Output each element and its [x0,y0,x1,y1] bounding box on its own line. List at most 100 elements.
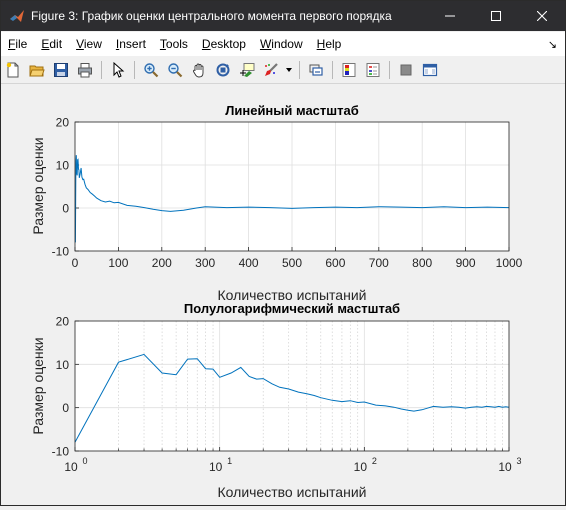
menu-edit[interactable]: Edit [41,37,63,51]
toolbar-separator [134,61,135,79]
menu-desktop[interactable]: Desktop [201,37,246,51]
data-series-line [74,155,510,243]
link-plot-button[interactable] [305,59,327,81]
maximize-button[interactable] [473,1,519,31]
x-tick-label: 10 [64,460,78,474]
pan-button[interactable] [188,59,210,81]
axes-semilog[interactable]: 10 0 10 1 10 2 10 3 -10 0 10 20 Полулогарифмически… [30,301,522,500]
edit-plot-button[interactable] [107,59,129,81]
x-tick-label: 100 [108,256,128,270]
x-tick-label: 700 [369,256,389,270]
hide-plot-tools-button[interactable] [395,59,417,81]
y-tick-label: 0 [62,401,69,415]
toolbar-separator [332,61,333,79]
insert-legend-icon [366,63,380,77]
x-tick-exponent: 1 [227,456,232,466]
save-button[interactable] [50,59,72,81]
matlab-logo-icon [10,10,24,22]
x-tick-exponent: 2 [372,456,377,466]
insert-legend-button[interactable] [362,59,384,81]
y-tick-labels: -10 0 10 20 [52,116,70,259]
y-tick-label: 10 [56,159,70,173]
zoom-out-button[interactable] [164,59,186,81]
x-tick-label: 600 [325,256,345,270]
menu-insert[interactable]: Insert [115,37,146,51]
zoom-in-icon [144,63,159,78]
data-cursor-icon [240,63,255,77]
x-tick-labels: 10 0 10 1 10 2 10 3 [64,456,521,474]
data-series-line [74,353,510,443]
menu-view[interactable]: View [76,37,102,51]
y-tick-label: 20 [56,116,70,130]
x-tick-label: 300 [195,256,215,270]
y-axis-label: Размер оценки [30,137,46,234]
y-tick-label: 10 [56,358,70,372]
new-figure-button[interactable] [2,59,24,81]
print-icon [78,63,92,78]
menu-help[interactable]: Help [316,37,342,51]
menu-bar: File Edit View Insert Tools Desktop Wind… [1,32,565,56]
x-tick-exponent: 3 [516,456,521,466]
y-axis-label: Размер оценки [30,337,46,434]
pan-icon [193,63,204,78]
menu-window[interactable]: Window [259,37,303,51]
edit-plot-icon [113,62,125,78]
minimize-button[interactable] [427,1,473,31]
toolbar-separator [389,61,390,79]
figure-canvas[interactable]: 0 100 200 300 400 500 600 700 800 900 1000 -10 0 10 2… [1,85,565,505]
show-plot-tools-button[interactable] [419,59,441,81]
rotate-3d-button[interactable] [212,59,234,81]
zoom-in-button[interactable] [140,59,162,81]
x-axis-label: Количество испытаний [218,484,367,500]
close-button[interactable] [519,1,565,31]
brush-button[interactable] [260,59,282,81]
toolbar-separator [299,61,300,79]
axes-background [75,321,509,451]
chart-title: Линейный мастштаб [225,103,358,118]
x-tick-label: 500 [282,256,302,270]
x-axis-label: Количество испытаний [218,287,367,303]
axes-box [74,320,510,452]
data-cursor-button[interactable] [236,59,258,81]
hide-plot-tools-icon [400,64,412,76]
link-plot-icon [309,64,323,76]
y-tick-label: 0 [62,202,69,216]
menu-file[interactable]: File [8,37,28,51]
brush-dropdown-icon [286,68,292,72]
insert-colorbar-icon [342,63,356,77]
open-file-icon [29,65,45,77]
x-tick-label: 400 [239,256,259,270]
minimize-icon [445,15,455,17]
menu-tools[interactable]: Tools [159,37,188,51]
x-tick-label: 10 [354,460,368,474]
print-button[interactable] [74,59,96,81]
axes-linear[interactable]: 0 100 200 300 400 500 600 700 800 900 1000 -100102… [30,103,523,303]
chart-title: Полулогарифмический мастштаб [184,301,400,316]
new-figure-icon [6,62,19,78]
insert-colorbar-button[interactable] [338,59,360,81]
x-tick-label: 10 [209,460,223,474]
x-tick-exponent: 0 [82,456,87,466]
close-icon [537,11,547,21]
x-tick-label: 800 [412,256,432,270]
y-tick-label: -10 [52,245,70,259]
window-title: Figure 3: График оценки центрального мом… [31,9,392,23]
x-tick-label: 900 [456,256,476,270]
menu-overflow-arrow[interactable]: ↘ [547,38,557,51]
y-tick-label: -10 [52,445,70,459]
toolbar-separator [101,61,102,79]
figure-toolbar [1,57,565,84]
rotate-3d-icon [216,63,230,77]
brush-dropdown-button[interactable] [284,59,294,81]
y-tick-labels: -10 0 10 20 [52,315,70,459]
x-tick-label: 0 [72,256,79,270]
zoom-out-icon [168,63,183,78]
maximize-icon [491,11,501,21]
figure-plots: 0 100 200 300 400 500 600 700 800 900 1000 -100102… [30,103,523,500]
brush-icon [265,63,278,76]
x-tick-label: 1000 [496,256,523,270]
open-file-button[interactable] [26,59,48,81]
title-bar[interactable]: Figure 3: График оценки центрального мом… [1,1,565,31]
x-tick-label: 200 [152,256,172,270]
